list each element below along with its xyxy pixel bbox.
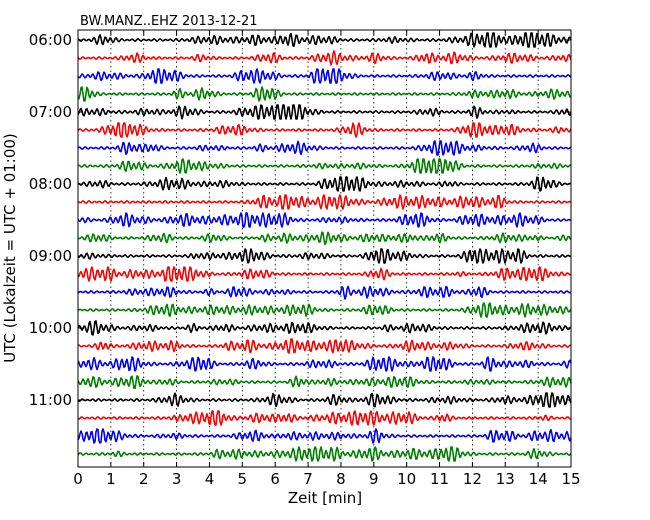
trace-row-18 [77,356,572,372]
x-tick-label: 2 [139,470,149,488]
x-tick-label: 8 [336,470,346,488]
y-tick-label: 06:00 [29,31,72,49]
trace-row-8 [77,176,572,192]
trace-row-3 [77,86,572,102]
chart-title: BW.MANZ..EHZ 2013-12-21 [80,14,258,29]
x-tick-label: 4 [205,470,215,488]
y-tick-label: 09:00 [29,247,72,265]
x-tick-label: 12 [463,470,482,488]
plot-frame [77,29,572,468]
trace-row-0 [77,32,572,48]
seismic-traces [77,32,572,462]
x-tick-labels: 0 1 2 3 4 5 6 7 8 9 10 11 12 13 14 15 [73,470,580,488]
x-tick-label: 10 [397,470,416,488]
trace-row-14 [77,285,572,300]
y-tick-label: 07:00 [29,103,72,121]
trace-row-9 [77,194,572,210]
trace-row-6 [77,140,572,156]
y-tick-label: 08:00 [29,175,72,193]
x-axis-label: Zeit [min] [288,489,362,507]
trace-row-17 [77,338,572,354]
trace-row-5 [77,122,572,138]
axis-ticks [77,30,572,467]
y-tick-labels: 06:00 07:00 08:00 09:00 10:00 11:00 [29,31,72,409]
trace-row-11 [77,231,572,246]
trace-row-19 [77,375,572,390]
x-tick-label: 5 [238,470,248,488]
x-tick-label: 3 [172,470,182,488]
x-tick-label: 15 [561,470,580,488]
trace-row-2 [77,68,572,84]
x-tick-label: 11 [430,470,449,488]
trace-row-22 [77,428,572,444]
trace-row-23 [77,446,572,462]
trace-row-21 [77,410,572,426]
trace-row-16 [77,320,572,336]
trace-row-10 [77,212,572,228]
x-tick-label: 7 [303,470,313,488]
trace-row-20 [77,392,572,408]
y-tick-label: 10:00 [29,319,72,337]
trace-row-1 [77,50,572,66]
grid-lines [110,30,539,467]
x-tick-label: 9 [369,470,379,488]
x-tick-label: 1 [106,470,116,488]
trace-row-12 [77,248,572,264]
y-axis-label: UTC (Lokalzeit = UTC + 01:00) [1,133,19,363]
x-tick-label: 6 [270,470,280,488]
trace-row-13 [77,266,572,282]
trace-row-7 [77,158,572,174]
x-tick-label: 14 [529,470,548,488]
trace-row-4 [77,104,572,120]
x-tick-label: 13 [496,470,515,488]
x-tick-label: 0 [73,470,83,488]
y-tick-label: 11:00 [29,391,72,409]
trace-row-15 [77,302,572,318]
